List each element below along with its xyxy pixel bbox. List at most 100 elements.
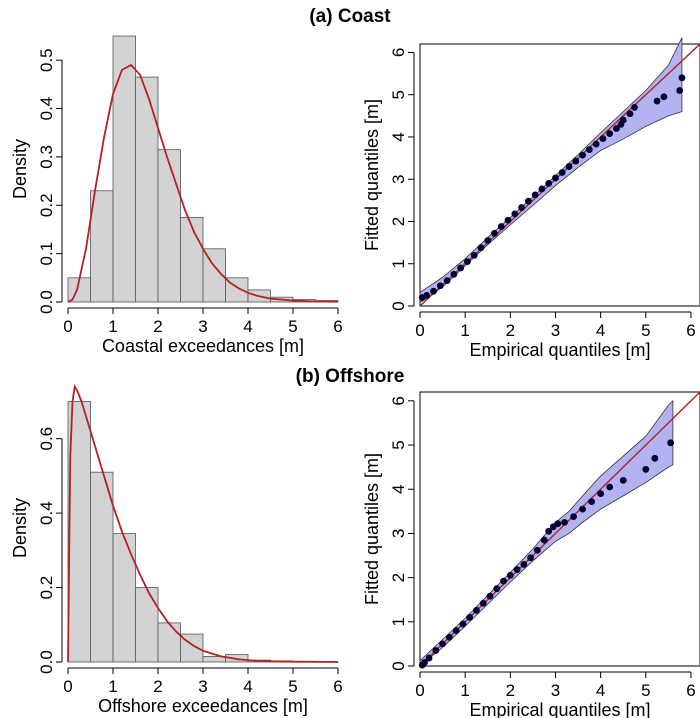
x-tick-label: 6 [333, 677, 342, 696]
y-axis: 0.0 0.2 0.4 0.6 [37, 427, 63, 674]
x-tick-label: 0 [415, 681, 424, 700]
fitted-density-curve [67, 63, 339, 303]
histogram-bars [67, 35, 339, 303]
qq-point [651, 454, 659, 462]
y-axis: 0 1 2 3 4 5 6 [389, 48, 415, 311]
coastal-qq-plot: 0 1 2 3 4 5 6 0 1 2 3 4 5 6 Empirical quantiles [m] Fit… [362, 37, 700, 360]
qq-point [619, 116, 627, 124]
qq-point [511, 210, 519, 218]
y-tick-label: 0.4 [37, 97, 56, 121]
x-tick-label: 4 [596, 681, 605, 700]
qq-point [678, 74, 686, 82]
x-tick-label: 0 [415, 321, 424, 340]
y-axis: 0 1 2 3 4 5 6 [389, 396, 415, 671]
x-tick-label: 2 [506, 681, 515, 700]
qq-point [518, 204, 526, 211]
qq-point [477, 244, 485, 252]
y-tick-label: 0.2 [37, 193, 56, 217]
qq-point [554, 520, 562, 528]
qq-point [425, 654, 433, 662]
x-axis: 0 1 2 3 4 5 6 [63, 307, 343, 336]
qq-point [452, 627, 460, 635]
qq-point [565, 163, 573, 170]
x-tick-label: 6 [686, 681, 695, 700]
qq-point [570, 513, 577, 521]
y-tick-label: 0.3 [37, 145, 56, 169]
qq-point [653, 97, 661, 105]
x-axis-label: Offshore exceedances [m] [98, 696, 308, 716]
qq-point [500, 577, 507, 585]
x-tick-label: 1 [460, 321, 469, 340]
x-tick-label: 5 [288, 677, 297, 696]
qq-point [443, 277, 451, 285]
qq-point [432, 647, 440, 654]
qq-point [423, 292, 431, 299]
qq-point [552, 174, 559, 182]
y-tick-label: 0.4 [37, 501, 56, 525]
qq-point [585, 146, 593, 154]
offshore-qq-plot: 0 1 2 3 4 5 6 0 1 2 3 4 5 6 Empirical quantiles [m] Fit… [362, 391, 700, 718]
qq-point [660, 93, 668, 101]
qq-point [466, 613, 474, 621]
x-tick-label: 0 [63, 677, 72, 696]
y-axis-label: Fitted quantiles [m] [362, 99, 382, 251]
y-axis: 0.0 0.1 0.2 0.3 0.4 0.5 [37, 48, 63, 314]
panel-title-offshore: (b) Offshore [295, 366, 405, 387]
y-tick-label: 5 [389, 440, 408, 449]
fitted-density-curve [67, 383, 339, 663]
x-axis-label: Empirical quantiles [m] [469, 340, 650, 360]
qq-point [534, 546, 541, 554]
y-tick-label: 0.6 [37, 427, 56, 451]
qq-point [579, 151, 586, 159]
x-axis: 0 1 2 3 4 5 6 [415, 671, 696, 700]
qq-point [450, 270, 458, 278]
y-tick-label: 0.0 [37, 290, 56, 314]
qq-point [592, 140, 600, 148]
qq-point [545, 180, 553, 187]
y-tick-label: 2 [389, 573, 408, 582]
histogram-bars [67, 401, 339, 663]
qq-point [436, 282, 444, 290]
y-tick-label: 2 [389, 217, 408, 226]
qq-point [421, 659, 428, 666]
qq-point [430, 287, 437, 295]
qq-point [667, 439, 675, 447]
qq-point [493, 585, 501, 593]
qq-point [497, 223, 505, 230]
qq-point [613, 125, 620, 132]
qq-point [527, 554, 535, 562]
x-tick-label: 2 [506, 321, 515, 340]
histogram-bar [202, 248, 226, 303]
histogram-bar [157, 149, 181, 303]
qq-point [473, 606, 480, 614]
qq-point [445, 633, 453, 641]
y-tick-label: 3 [389, 174, 408, 183]
histogram-bar [180, 216, 204, 303]
qq-point [626, 110, 634, 118]
x-axis-label: Empirical quantiles [m] [469, 700, 650, 718]
histogram-bar [112, 533, 136, 663]
x-tick-label: 6 [686, 321, 695, 340]
y-tick-label: 0.1 [37, 242, 56, 266]
qq-point [558, 169, 566, 176]
x-tick-label: 1 [108, 317, 117, 336]
offshore-histogram-chart: 0 1 2 3 4 5 6 0.0 0.2 0.4 0.6 Offshore exceedances … [10, 383, 343, 716]
histogram-bar [90, 190, 114, 303]
plot-frame [419, 43, 700, 307]
qq-point [631, 103, 638, 111]
qq-point [459, 620, 467, 628]
y-axis-label: Density [10, 139, 30, 199]
y-tick-label: 1 [389, 617, 408, 626]
x-tick-label: 4 [243, 317, 252, 336]
y-tick-label: 0 [389, 301, 408, 310]
qq-point [470, 251, 478, 259]
qq-point [531, 191, 539, 199]
y-tick-label: 4 [389, 484, 408, 493]
y-tick-label: 0 [389, 661, 408, 670]
x-tick-label: 3 [198, 677, 207, 696]
x-tick-label: 2 [153, 677, 162, 696]
y-tick-label: 0.2 [37, 576, 56, 600]
qq-point [504, 216, 512, 224]
qq-point [520, 560, 528, 568]
qq-points [418, 74, 686, 301]
